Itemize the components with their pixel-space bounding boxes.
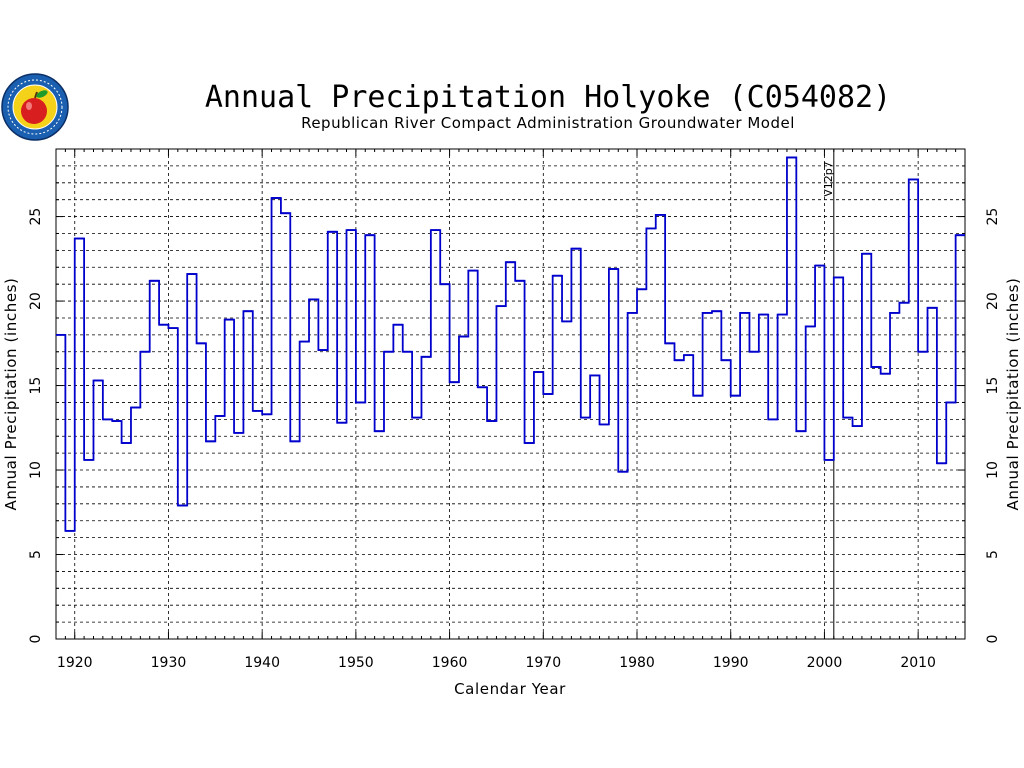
y-tick-label-right: 15 bbox=[985, 377, 1001, 395]
chart-title: Annual Precipitation Holyoke (C054082) bbox=[205, 80, 891, 115]
y-tick-label-left: 20 bbox=[28, 292, 44, 310]
y-axis-label-right: Annual Precipitation (inches) bbox=[1004, 277, 1022, 510]
grid-lines bbox=[56, 149, 965, 639]
x-tick-label: 1960 bbox=[432, 655, 468, 671]
plot-frame bbox=[55, 148, 966, 640]
x-tick-label: 1940 bbox=[244, 655, 280, 671]
annotation-label: V12p7 bbox=[822, 161, 835, 197]
y-tick-label-left: 15 bbox=[28, 377, 44, 395]
x-tick-label: 1920 bbox=[57, 655, 93, 671]
x-tick-label: 1970 bbox=[525, 655, 561, 671]
tick-labels: 1920 1930 1940 1950 1960 1970 1980 1990 2000 2010… bbox=[28, 208, 1001, 671]
y-tick-label-right: 10 bbox=[985, 461, 1001, 479]
axis-ticks bbox=[55, 148, 966, 640]
series-layer bbox=[56, 156, 965, 532]
y-tick-label-left: 5 bbox=[28, 550, 44, 559]
y-tick-label-left: 25 bbox=[28, 208, 44, 226]
x-axis-label: Calendar Year bbox=[454, 680, 566, 698]
series-step-line bbox=[56, 156, 965, 532]
x-tick-label: 1930 bbox=[151, 655, 187, 671]
x-tick-label: 2000 bbox=[807, 655, 843, 671]
y-tick-label-right: 25 bbox=[985, 208, 1001, 226]
x-tick-label: 1980 bbox=[619, 655, 655, 671]
y-tick-label-right: 0 bbox=[985, 635, 1001, 644]
y-axis-label-left: Annual Precipitation (inches) bbox=[2, 277, 20, 510]
agency-logo bbox=[1, 73, 69, 141]
x-tick-label: 1990 bbox=[713, 655, 749, 671]
y-tick-label-right: 20 bbox=[985, 292, 1001, 310]
y-tick-label-right: 5 bbox=[985, 550, 1001, 559]
x-tick-label: 2010 bbox=[900, 655, 936, 671]
x-tick-label: 1950 bbox=[338, 655, 374, 671]
chart-subtitle: Republican River Compact Administration … bbox=[301, 114, 795, 132]
y-tick-label-left: 10 bbox=[28, 461, 44, 479]
y-tick-label-left: 0 bbox=[28, 635, 44, 644]
